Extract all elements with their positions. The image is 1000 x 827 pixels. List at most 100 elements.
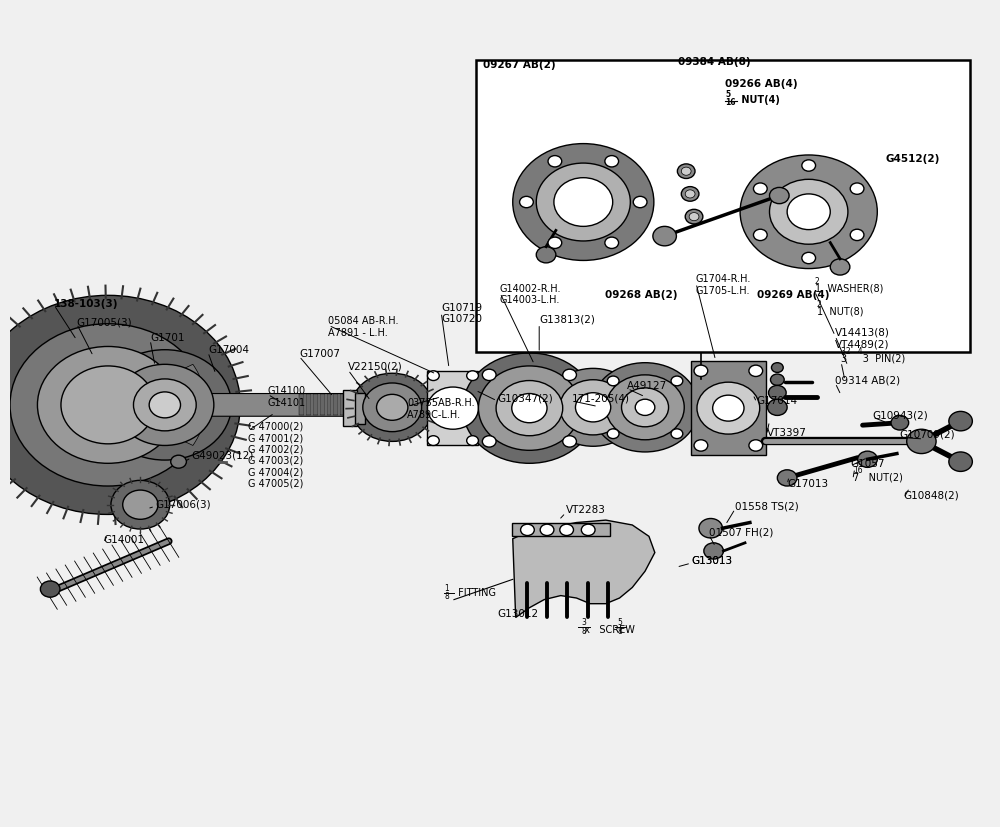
Circle shape [496,381,563,436]
Polygon shape [513,520,655,618]
Circle shape [671,429,683,439]
Circle shape [850,230,864,241]
Circle shape [98,351,231,461]
Text: 3     3  PIN(2): 3 3 PIN(2) [841,353,905,363]
Bar [343,391,357,427]
Bar [361,394,366,416]
Circle shape [575,393,611,423]
Circle shape [606,375,684,440]
Text: G14100: G14100 [268,385,306,395]
Text: G10943(2): G10943(2) [872,410,928,420]
Circle shape [622,389,669,428]
Text: 09269 AB(4): 09269 AB(4) [757,290,829,300]
Text: G13013: G13013 [691,555,732,565]
Circle shape [891,416,909,431]
Text: VT2283: VT2283 [566,504,606,514]
Circle shape [771,363,783,373]
Text: 01507 FH(2): 01507 FH(2) [709,527,773,537]
Circle shape [560,524,574,536]
Circle shape [546,369,640,447]
Circle shape [740,155,877,270]
Circle shape [512,394,547,423]
Circle shape [427,436,439,446]
Circle shape [633,197,647,208]
Text: 09266 AB(4): 09266 AB(4) [725,79,798,89]
Circle shape [463,353,596,464]
Text: 09384 AB(8): 09384 AB(8) [678,56,751,67]
FancyBboxPatch shape [192,394,348,417]
Text: 171-205(4): 171-205(4) [572,393,630,403]
Text: G13013: G13013 [691,555,732,565]
Text: G10709(2): G10709(2) [900,429,955,439]
Bar [340,394,345,416]
Text: 5: 5 [725,90,731,99]
Circle shape [37,347,179,464]
Text: G 47000(2): G 47000(2) [248,421,303,432]
Text: G 47003(2): G 47003(2) [248,456,303,466]
Text: 1  WASHER(8): 1 WASHER(8) [815,284,883,294]
Text: G13012: G13012 [497,609,538,619]
Circle shape [149,393,181,418]
Text: G 47005(2): G 47005(2) [248,478,304,488]
Bar [691,361,766,456]
Circle shape [581,524,595,536]
Circle shape [133,380,196,432]
Circle shape [907,430,936,454]
Text: FITTING: FITTING [455,587,496,597]
Circle shape [363,384,422,433]
Circle shape [467,436,478,446]
Circle shape [949,452,972,472]
Bar [427,371,478,446]
Text: G14101: G14101 [268,397,306,407]
Circle shape [749,440,763,452]
Text: 8: 8 [581,626,586,635]
Text: G13813(2): G13813(2) [539,314,595,324]
Bar [313,394,318,416]
Text: G10848(2): G10848(2) [904,490,960,500]
Text: 2: 2 [817,299,821,308]
Circle shape [554,179,613,227]
Text: G4512(2): G4512(2) [885,154,940,164]
Text: 3: 3 [581,617,586,626]
Circle shape [607,429,619,439]
Circle shape [677,165,695,179]
Circle shape [768,399,787,416]
Bar [333,394,338,416]
Text: G17005(3): G17005(3) [77,317,132,327]
Circle shape [830,260,850,275]
Bar [354,394,359,416]
Bar [327,394,331,416]
Circle shape [770,189,789,204]
Circle shape [520,197,533,208]
Circle shape [770,375,784,386]
Circle shape [591,363,699,452]
Circle shape [563,436,576,447]
Text: 7   NUT(2): 7 NUT(2) [853,472,903,482]
Circle shape [540,524,554,536]
Circle shape [536,247,556,264]
Circle shape [563,370,576,381]
Text: G10347(2): G10347(2) [497,393,553,403]
Circle shape [769,180,848,245]
Circle shape [521,524,534,536]
Text: V14413(8): V14413(8) [835,327,890,337]
Text: NUT(4): NUT(4) [738,95,780,105]
Text: G14001: G14001 [103,535,144,545]
Circle shape [787,194,830,231]
Text: 1  NUT(8): 1 NUT(8) [817,306,863,316]
Text: 32   4: 32 4 [841,347,863,355]
Text: G49023(12): G49023(12) [191,450,254,460]
Circle shape [40,581,60,597]
Text: 138-103(3): 138-103(3) [54,299,119,308]
Text: 16: 16 [853,466,862,474]
Bar [512,523,610,537]
Circle shape [548,238,562,249]
Text: VT4489(2): VT4489(2) [835,339,890,349]
Circle shape [467,371,478,381]
Wedge shape [161,365,206,446]
Text: G17007: G17007 [299,348,340,358]
Circle shape [111,480,170,529]
Circle shape [0,296,240,514]
Circle shape [171,456,186,469]
Circle shape [681,168,691,176]
